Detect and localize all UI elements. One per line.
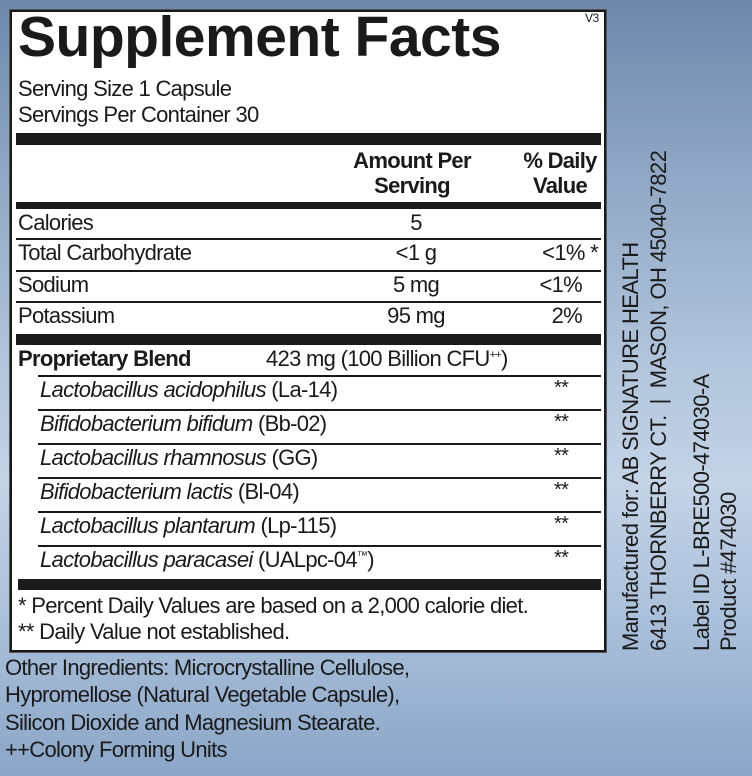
nutrient-name: Calories — [18, 210, 94, 235]
blend-amount-end: ) — [501, 346, 508, 371]
strain-name: Lactobacillus paracasei (UALpc-04™) — [40, 548, 374, 572]
strain-species: Lactobacillus plantarum — [40, 513, 256, 538]
servings-per-container: Servings Per Container 30 — [18, 102, 259, 127]
amount-header-line: Amount Per — [353, 148, 471, 173]
row-divider — [38, 409, 601, 411]
strain-daily-value: ** — [554, 513, 569, 535]
strain-species: Lactobacillus acidophilus — [40, 377, 267, 402]
product-number-text: Product #474030 — [716, 492, 741, 651]
nutrient-name: Total Carbohydrate — [18, 240, 192, 265]
row-divider — [16, 270, 601, 272]
footnote: * Percent Daily Values are based on a 2,… — [18, 593, 529, 618]
divider-thick — [16, 334, 601, 345]
strain-daily-value: ** — [554, 479, 569, 501]
strain-species: Lactobacillus paracasei — [40, 547, 253, 572]
daily-value-header: % Daily Value — [505, 148, 615, 198]
other-ingredients-line: Silicon Dioxide and Magnesium Stearate. — [5, 710, 381, 735]
strain-code-end: ) — [367, 547, 374, 572]
trademark-sup: ™ — [356, 550, 368, 562]
nutrient-amount: 95 mg — [387, 303, 445, 328]
strain-code: (GG) — [266, 445, 318, 470]
manufacturer-text: Manufactured for: AB SIGNATURE HEALTH — [618, 242, 643, 651]
nutrient-daily-value: <1% — [539, 272, 582, 297]
other-ingredients-line: Hypromellose (Natural Vegetable Capsule)… — [5, 682, 400, 707]
panel-title: Supplement Facts — [18, 5, 501, 69]
strain-name: Lactobacillus rhamnosus (GG) — [40, 446, 318, 470]
strain-code: (Bb-02) — [252, 411, 327, 436]
strain-daily-value: ** — [554, 377, 569, 399]
row-divider — [38, 443, 601, 445]
row-divider — [38, 511, 601, 513]
dv-header-line: % Daily — [523, 148, 597, 173]
amount-header: Amount Per Serving — [332, 148, 492, 198]
row-divider — [38, 545, 601, 547]
serving-size: Serving Size 1 Capsule — [18, 76, 232, 101]
strain-species: Bifidobacterium lactis — [40, 479, 233, 504]
strain-code: (La-14) — [265, 377, 338, 402]
row-divider — [38, 375, 601, 377]
other-ingredients-line: ++Colony Forming Units — [5, 737, 228, 762]
address-text: 6413 THORNBERRY CT. | MASON, OH 45040-78… — [646, 150, 671, 651]
strain-daily-value: ** — [554, 445, 569, 467]
nutrient-name: Sodium — [18, 272, 89, 297]
strain-daily-value: ** — [554, 547, 569, 569]
strain-name: Lactobacillus plantarum (Lp-115) — [40, 513, 337, 538]
strain-name: Bifidobacterium lactis (Bl-04) — [40, 479, 300, 504]
nutrient-amount: 5 mg — [392, 272, 440, 297]
strain-species: Lactobacillus rhamnosus — [40, 445, 267, 470]
nutrient-amount: 5 — [410, 210, 422, 235]
label-id-text: Label ID L-BRE500-474030-A — [689, 374, 714, 651]
blend-amount-text: 423 mg (100 Billion CFU — [266, 346, 490, 371]
strain-species: Bifidobacterium bifidum — [40, 411, 253, 436]
nutrient-name: Potassium — [18, 303, 115, 328]
strain-code: (Lp-115) — [255, 513, 337, 538]
row-divider — [38, 477, 601, 479]
blend-name: Proprietary Blend — [18, 346, 191, 371]
blend-amount-sup: ++ — [489, 349, 502, 361]
strain-code: (UALpc-04 — [252, 547, 358, 572]
divider-thick — [18, 579, 601, 590]
strain-code: (Bl-04) — [232, 479, 300, 504]
nutrient-daily-value: <1% * — [542, 240, 599, 265]
other-ingredients-line: Other Ingredients: Microcrystalline Cell… — [5, 655, 410, 680]
strain-daily-value: ** — [554, 411, 569, 433]
strain-name: Bifidobacterium bifidum (Bb-02) — [40, 411, 327, 436]
strain-name: Lactobacillus acidophilus (La-14) — [40, 377, 338, 402]
dv-header-line: Value — [533, 173, 588, 198]
row-divider — [16, 301, 601, 303]
version-label: V3 — [585, 11, 599, 25]
row-divider — [16, 238, 601, 240]
footnote: ** Daily Value not established. — [18, 619, 290, 644]
amount-header-line: Serving — [374, 173, 450, 198]
nutrient-daily-value: 2% — [551, 303, 583, 328]
divider-thick — [16, 133, 601, 145]
divider-medium — [16, 202, 601, 209]
blend-amount: 423 mg (100 Billion CFU++) — [266, 347, 508, 371]
nutrient-amount: <1 g — [395, 240, 437, 265]
